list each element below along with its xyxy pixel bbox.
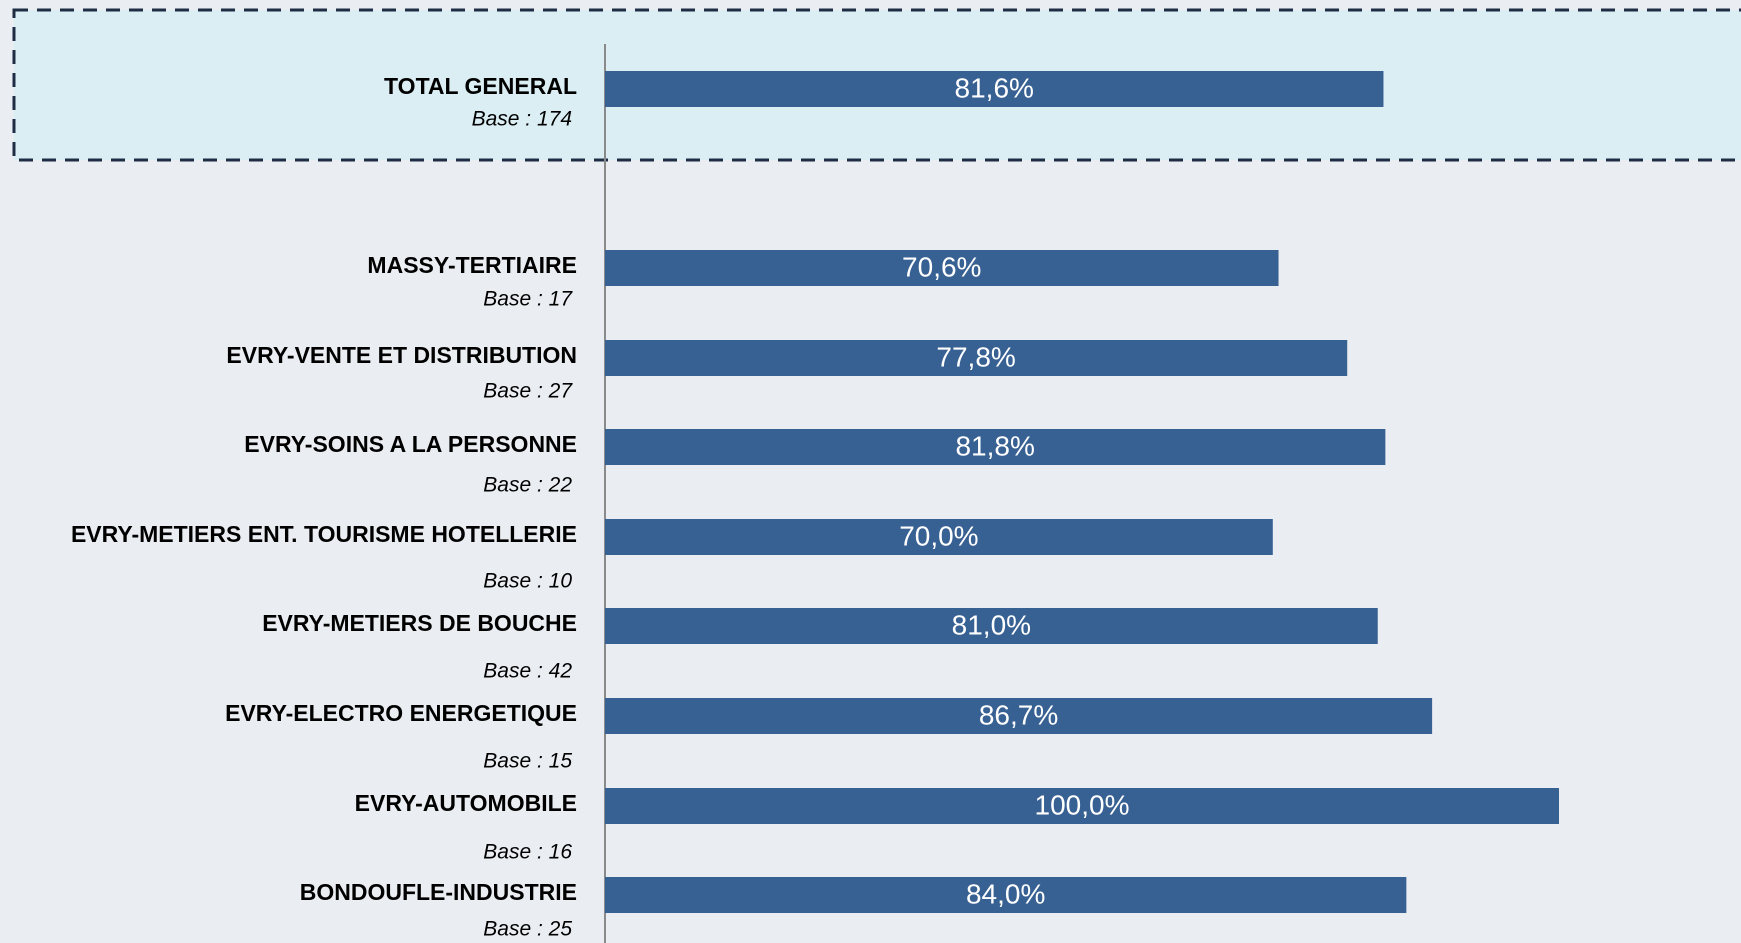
value-label: 81,6%	[955, 72, 1034, 103]
base-label: Base : 25	[483, 918, 572, 941]
category-label: EVRY-ELECTRO ENERGETIQUE	[225, 700, 577, 726]
value-label: 81,8%	[955, 430, 1034, 461]
bar	[605, 788, 1559, 824]
base-label: Base : 22	[483, 474, 572, 497]
bar	[605, 340, 1348, 376]
base-label: Base : 42	[483, 660, 572, 683]
value-label: 84,0%	[966, 878, 1045, 909]
base-label: Base : 17	[483, 288, 573, 311]
base-label: Base : 16	[483, 841, 572, 864]
bar	[605, 519, 1273, 555]
category-label: EVRY-VENTE ET DISTRIBUTION	[226, 342, 577, 368]
base-label: Base : 15	[483, 750, 572, 773]
base-label: Base : 10	[483, 570, 572, 593]
value-label: 81,0%	[952, 609, 1031, 640]
value-label: 77,8%	[936, 341, 1015, 372]
value-label: 70,0%	[899, 520, 978, 551]
category-label: EVRY-METIERS DE BOUCHE	[262, 610, 577, 636]
category-label: EVRY-AUTOMOBILE	[355, 790, 577, 816]
category-label: BONDOUFLE-INDUSTRIE	[300, 879, 577, 905]
category-label: EVRY-SOINS A LA PERSONNE	[244, 431, 577, 457]
category-label: TOTAL GENERAL	[384, 73, 577, 99]
base-label: Base : 174	[472, 108, 572, 131]
bar	[605, 698, 1433, 734]
value-label: 100,0%	[1035, 789, 1130, 820]
bar	[605, 429, 1386, 465]
base-label: Base : 27	[483, 380, 573, 403]
value-label: 86,7%	[979, 699, 1058, 730]
category-label: MASSY-TERTIAIRE	[367, 252, 577, 278]
value-label: 70,6%	[902, 251, 981, 282]
bar	[605, 71, 1384, 107]
bar	[605, 608, 1378, 644]
bar	[605, 877, 1407, 913]
category-label: EVRY-METIERS ENT. TOURISME HOTELLERIE	[71, 521, 577, 547]
bar	[605, 250, 1279, 286]
